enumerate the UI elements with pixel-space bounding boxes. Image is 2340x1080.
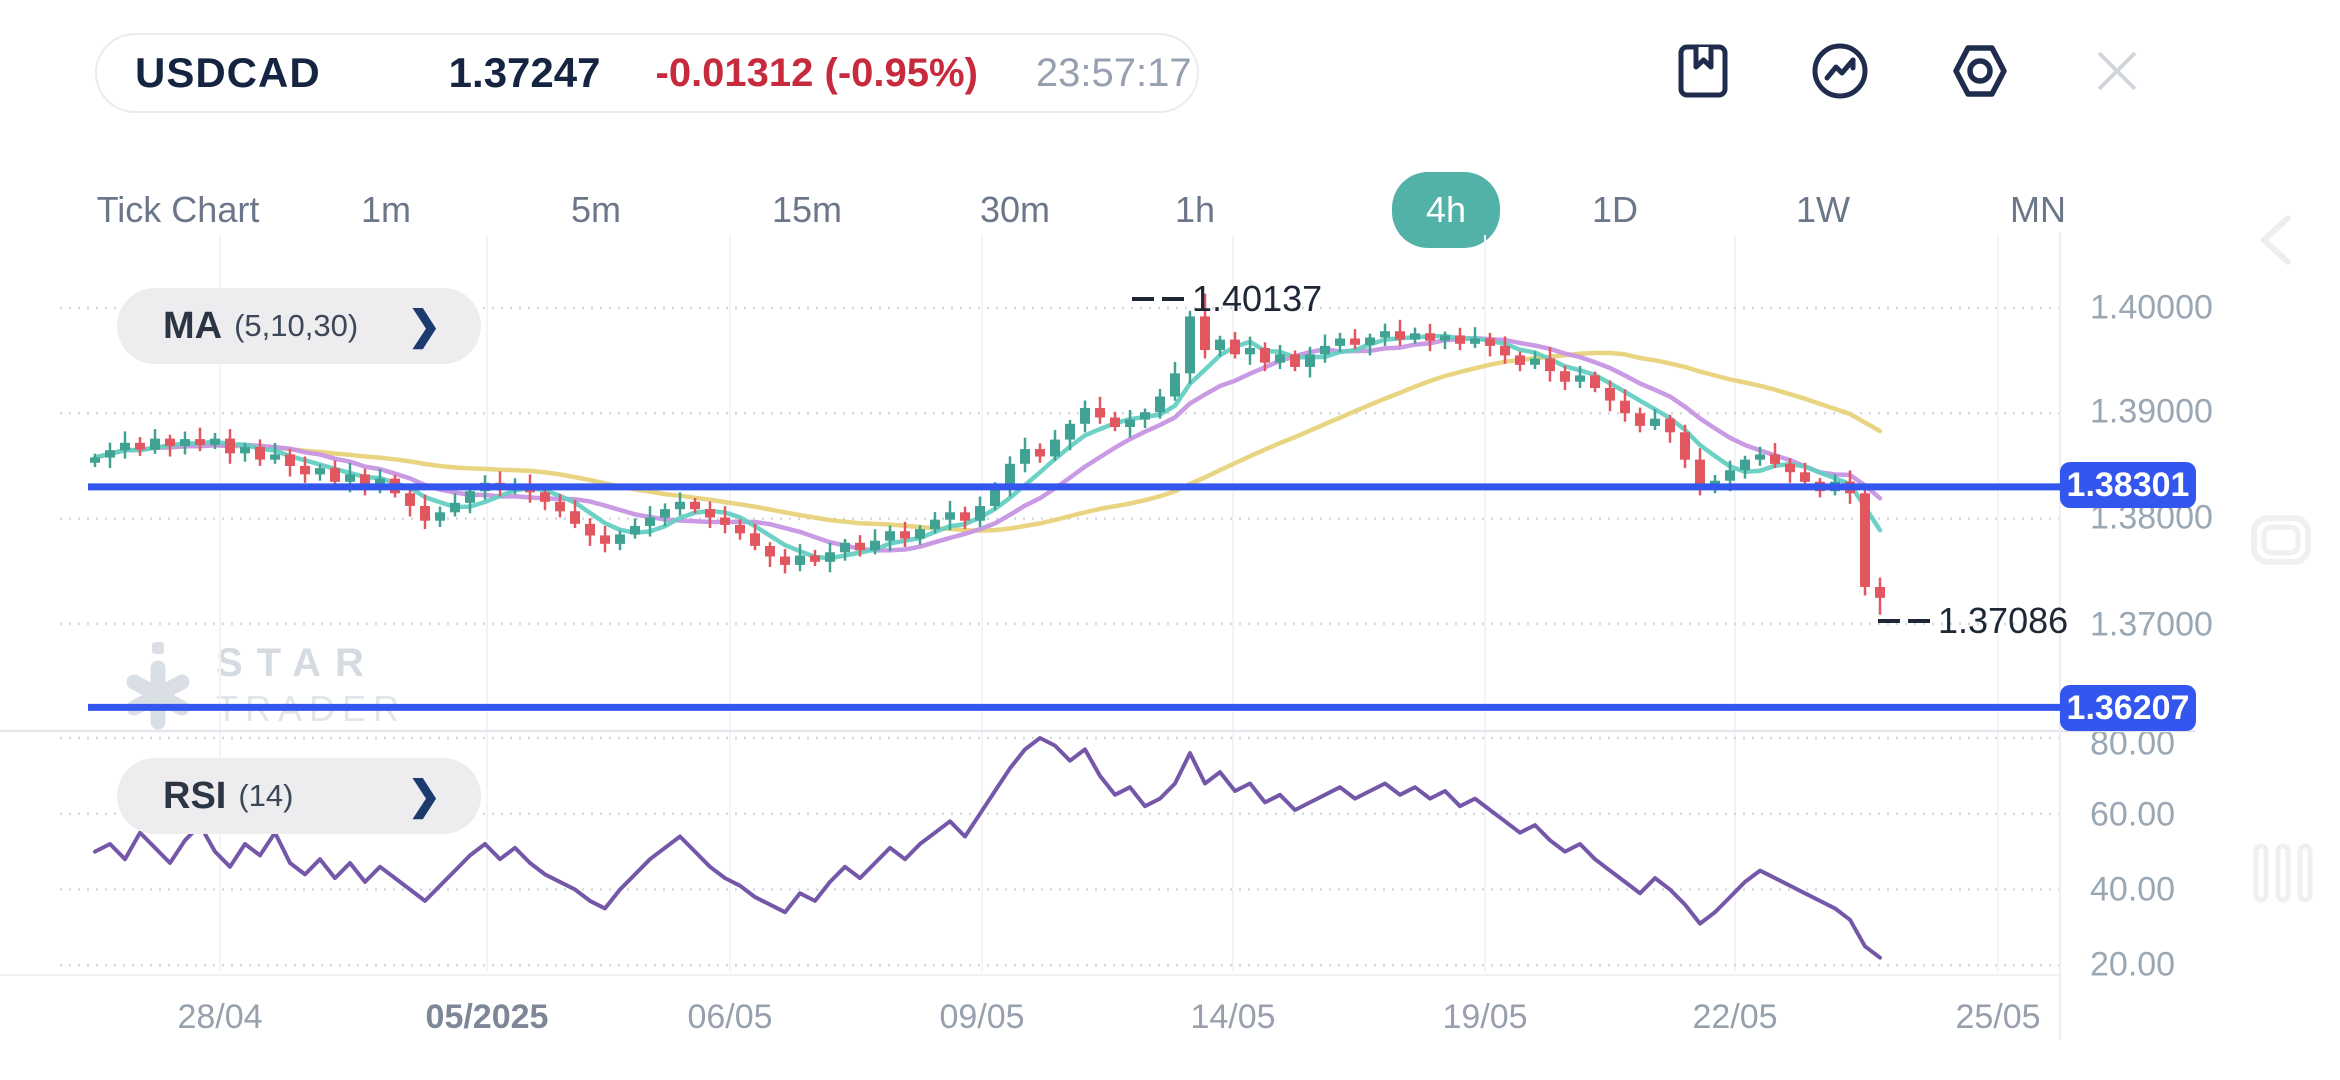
tab-1w[interactable]: 1W (1796, 189, 1850, 230)
low-annotation: 1.37086 (1878, 600, 2068, 642)
date-axis-label: 06/05 (687, 998, 773, 1036)
low-annotation-value: 1.37086 (1938, 600, 2069, 641)
rsi-label: RSI (163, 774, 227, 817)
last-price: 1.37247 (448, 49, 601, 96)
tab-15m[interactable]: 15m (771, 189, 843, 230)
bookmark-icon[interactable] (1668, 36, 1738, 106)
date-axis-label: 19/05 (1442, 998, 1528, 1036)
tab-1d[interactable]: 1D (1591, 189, 1639, 230)
price-change: -0.01312 (-0.95%) (655, 50, 978, 95)
ma-label: MA (163, 304, 223, 347)
symbol-label: USDCAD (135, 49, 321, 96)
watermark-line1: STAR (216, 640, 378, 685)
tab-30m[interactable]: 30m (979, 189, 1051, 230)
tab-5m[interactable]: 5m (570, 189, 621, 230)
rsi-axis-label: 60.00 (2090, 795, 2176, 834)
ma-indicator-pill[interactable]: MA (5,10,30) ❯ (117, 288, 481, 364)
price-axis-label: 1.40000 (2090, 288, 2213, 327)
star-logo-icon (126, 642, 190, 730)
settings-nut-icon[interactable] (1945, 36, 2015, 106)
date-axis-label: 22/05 (1692, 998, 1778, 1036)
chevron-right-icon: ❯ (407, 774, 441, 818)
trend-circle-icon[interactable] (1805, 36, 1875, 106)
chevron-right-icon: ❯ (407, 304, 441, 348)
fullscreen-icon[interactable] (2248, 510, 2314, 570)
quote-time: 23:57:17 (1035, 50, 1192, 95)
date-axis-label: 25/05 (1955, 998, 2041, 1036)
tab-1m[interactable]: 1m (360, 189, 411, 230)
rsi-axis-label: 40.00 (2090, 870, 2176, 909)
date-axis-label: 28/04 (177, 998, 263, 1036)
tab-mn[interactable]: MN (2010, 189, 2066, 230)
date-axis-label: 05/2025 (425, 998, 549, 1036)
date-axis-label: 09/05 (939, 998, 1025, 1036)
price-level-badge: 1.36207 (2060, 685, 2196, 731)
quote-header: USDCAD 1.37247 -0.01312 (-0.95%) 23:57:1… (95, 33, 1199, 113)
tab-4h[interactable]: 4h (1392, 172, 1500, 248)
rsi-axis-label: 20.00 (2090, 945, 2176, 984)
high-annotation: 1.40137 (1132, 278, 1322, 320)
close-icon[interactable] (2082, 36, 2152, 106)
tab-1h[interactable]: 1h (1174, 189, 1216, 230)
rsi-indicator-pill[interactable]: RSI (14) ❯ (117, 758, 481, 834)
date-axis-label: 14/05 (1190, 998, 1276, 1036)
collapse-panel-icon[interactable] (2248, 210, 2308, 270)
rsi-params: (14) (238, 778, 294, 813)
high-annotation-value: 1.40137 (1192, 278, 1323, 319)
price-axis-label: 1.39000 (2090, 392, 2213, 431)
ma-params: (5,10,30) (234, 308, 359, 343)
drawer-handle-icon[interactable] (2250, 840, 2316, 906)
price-axis-label: 1.37000 (2090, 605, 2213, 644)
tab-tick-chart[interactable]: Tick Chart (96, 189, 260, 230)
price-level-badge: 1.38301 (2060, 462, 2196, 508)
